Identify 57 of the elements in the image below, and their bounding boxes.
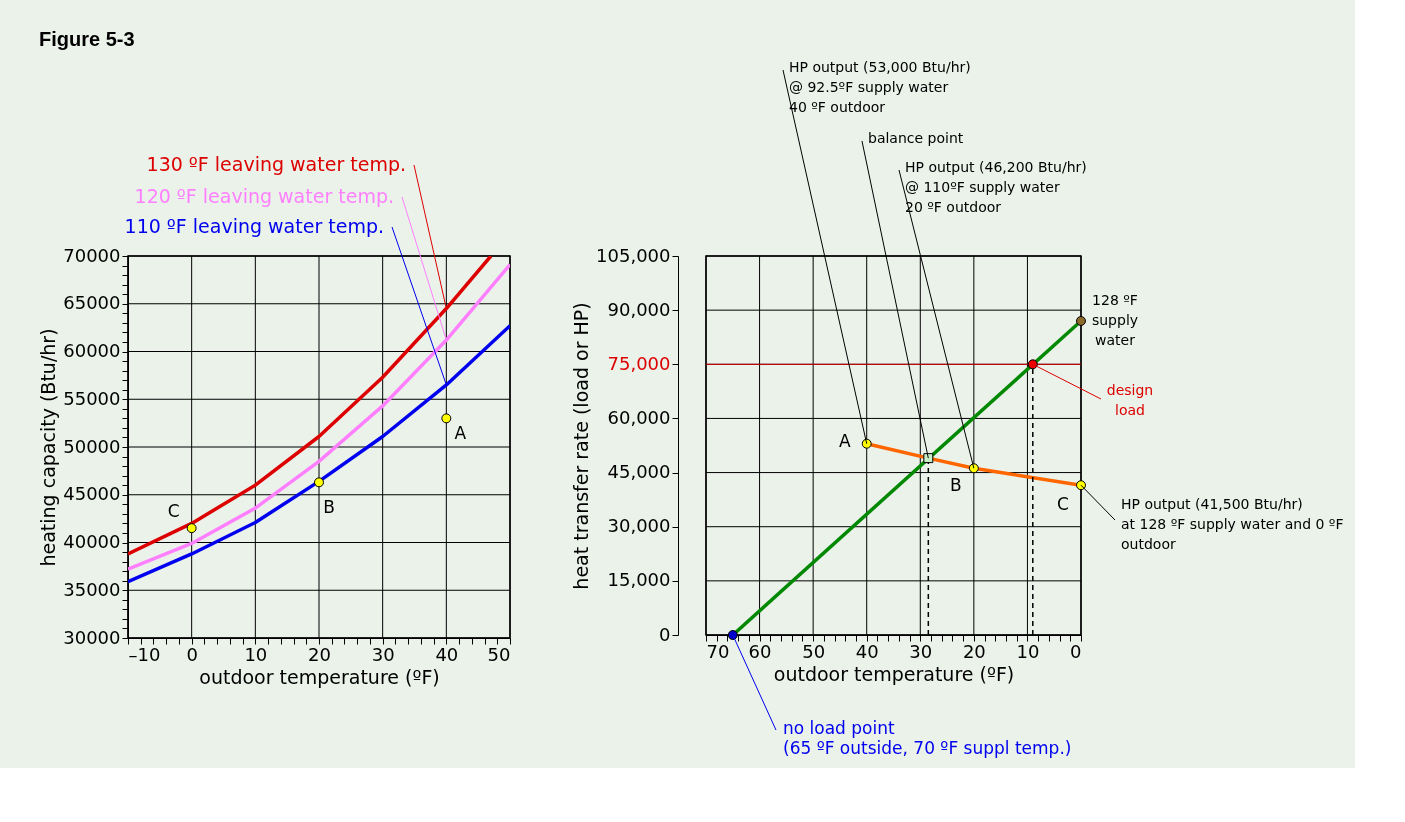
text: 130 ºF leaving water temp. <box>146 153 406 175</box>
x-tick-label: 30 <box>371 643 395 665</box>
x-tick-label: 40 <box>855 640 879 662</box>
x-tick-label: 0 <box>1070 640 1082 662</box>
x-axis-title: outdoor temperature (ºF) <box>773 662 1015 685</box>
x-tick-label: 10 <box>244 643 268 665</box>
y-tick-label: 40000 <box>63 531 121 552</box>
annotation: HP output (41,500 Btu/hr) at 128 ºF supply water and 0 ºF outdoor <box>1121 496 1344 552</box>
annotation: A <box>838 430 851 451</box>
text: 120 ºF leaving water temp. <box>134 185 394 207</box>
x-tick-label: 60 <box>748 640 772 662</box>
point <box>923 453 934 464</box>
annotation: A <box>454 423 467 444</box>
point <box>1076 316 1086 326</box>
point <box>968 463 979 474</box>
annotation: no load point (65 ºF outside, 70 ºF suppl temp.) <box>783 718 1072 758</box>
y-tick-label: 45000 <box>63 483 121 505</box>
x-tick-label: 50 <box>802 640 826 662</box>
x-tick-label: 50 <box>487 643 511 665</box>
y-tick-label: 60000 <box>63 340 121 361</box>
x-tick-label: 20 <box>962 640 986 662</box>
chart-title: Figure 5-3 <box>38 28 135 51</box>
x-tick-label: 0 <box>186 643 198 665</box>
y-tick-label: 75,000 <box>607 352 671 374</box>
x-tick-label: 30 <box>909 640 933 662</box>
y-axis-title: heat transfer rate (load or HP) <box>570 302 593 590</box>
y-tick-label: 70000 <box>63 244 121 266</box>
annotation: balance point <box>868 130 964 146</box>
x-tick-label: 40 <box>435 643 459 665</box>
y-tick-label: 105,000 <box>596 244 671 266</box>
text: 110 ºF leaving water temp. <box>124 215 384 237</box>
y-tick-label: 60,000 <box>607 406 671 428</box>
y-tick-label: 35000 <box>63 578 121 600</box>
annotation: C <box>1057 494 1069 515</box>
y-tick-label: 65000 <box>63 292 121 314</box>
annotation: HP output (53,000 Btu/hr) @ 92.5ºF supply water 40 ºF outdoor <box>789 59 971 115</box>
y-tick-label: 55000 <box>63 387 121 409</box>
y-tick-label: 30,000 <box>607 515 671 537</box>
y-tick-label: 0 <box>659 623 671 645</box>
y-axis-title: heating capacity (Btu/hr) <box>37 328 60 567</box>
annotation: B <box>950 475 962 496</box>
x-tick-label: 70 <box>706 640 730 662</box>
point <box>861 438 872 449</box>
point <box>1027 359 1038 370</box>
y-tick-label: 30000 <box>63 626 121 648</box>
annotation: design load <box>1106 382 1154 418</box>
annotation: B <box>323 497 335 518</box>
x-axis-title: outdoor temperature (ºF) <box>199 665 440 688</box>
x-tick-label: 10 <box>1016 640 1040 662</box>
x-tick-label: 20 <box>308 643 331 665</box>
y-tick-label: 15,000 <box>607 569 671 591</box>
y-tick-label: 50000 <box>63 435 121 457</box>
y-tick-label: 45,000 <box>607 461 671 483</box>
annotation: C <box>167 501 180 522</box>
x-tick-label: –10 <box>128 643 161 665</box>
annotation: 128 ºF supply water <box>1091 291 1139 348</box>
y-tick-label: 90,000 <box>607 298 671 320</box>
